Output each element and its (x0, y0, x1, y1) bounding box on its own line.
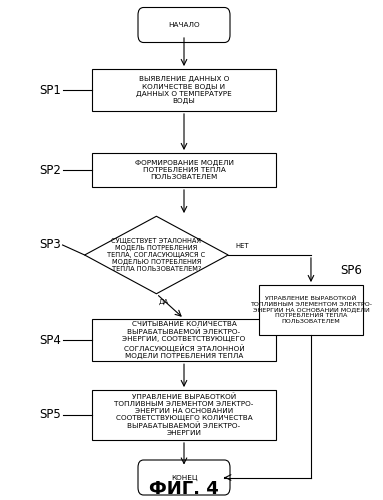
Text: ДА: ДА (159, 299, 169, 305)
FancyBboxPatch shape (138, 8, 230, 42)
Text: КОНЕЦ: КОНЕЦ (171, 474, 197, 480)
Text: ВЫЯВЛЕНИЕ ДАННЫХ О
КОЛИЧЕСТВЕ ВОДЫ И
ДАННЫХ О ТЕМПЕРАТУРЕ
ВОДЫ: ВЫЯВЛЕНИЕ ДАННЫХ О КОЛИЧЕСТВЕ ВОДЫ И ДАН… (136, 76, 232, 104)
Text: НАЧАЛО: НАЧАЛО (168, 22, 200, 28)
FancyBboxPatch shape (138, 460, 230, 495)
Bar (92, 153, 276, 187)
Text: SP2: SP2 (39, 164, 61, 176)
Text: ФИГ. 4: ФИГ. 4 (149, 480, 219, 498)
Text: SP3: SP3 (39, 238, 61, 252)
Polygon shape (85, 216, 228, 294)
Text: SP4: SP4 (39, 334, 61, 346)
Bar (259, 285, 363, 335)
Text: СЧИТЫВАНИЕ КОЛИЧЕСТВА
ВЫРАБАТЫВАЕМОЙ ЭЛЕКТРО-
ЭНЕРГИИ, СООТВЕТСТВУЮЩЕГО
СОГЛАСУЮ: СЧИТЫВАНИЕ КОЛИЧЕСТВА ВЫРАБАТЫВАЕМОЙ ЭЛЕ… (123, 322, 246, 358)
Text: УПРАВЛЕНИЕ ВЫРАБОТКОЙ
ТОПЛИВНЫМ ЭЛЕМЕНТОМ ЭЛЕКТРО-
ЭНЕРГИИ НА ОСНОВАНИИ
СООТВЕТС: УПРАВЛЕНИЕ ВЫРАБОТКОЙ ТОПЛИВНЫМ ЭЛЕМЕНТО… (114, 394, 254, 436)
Text: SP5: SP5 (39, 408, 61, 422)
Bar (92, 319, 276, 361)
Text: УПРАВЛЕНИЕ ВЫРАБОТКОЙ
ТОПЛИВНЫМ ЭЛЕМЕНТОМ ЭЛЕКТРО-
ЭНЕРГИИ НА ОСНОВАНИИ МОДЕЛИ
П: УПРАВЛЕНИЕ ВЫРАБОТКОЙ ТОПЛИВНЫМ ЭЛЕМЕНТО… (250, 296, 372, 324)
Bar (92, 390, 276, 440)
Text: ФОРМИРОВАНИЕ МОДЕЛИ
ПОТРЕБЛЕНИЯ ТЕПЛА
ПОЛЬЗОВАТЕЛЕМ: ФОРМИРОВАНИЕ МОДЕЛИ ПОТРЕБЛЕНИЯ ТЕПЛА ПО… (134, 160, 234, 180)
Bar (92, 68, 276, 112)
Text: SP6: SP6 (340, 264, 362, 276)
Text: SP1: SP1 (39, 84, 61, 96)
Text: НЕТ: НЕТ (236, 243, 249, 249)
Text: СУЩЕСТВУЕТ ЭТАЛОННАЯ
МОДЕЛЬ ПОТРЕБЛЕНИЯ
ТЕПЛА, СОГЛАСУЮЩАЯСЯ С
МОДЕЛЬЮ ПОТРЕБЛЕН: СУЩЕСТВУЕТ ЭТАЛОННАЯ МОДЕЛЬ ПОТРЕБЛЕНИЯ … (107, 238, 206, 272)
